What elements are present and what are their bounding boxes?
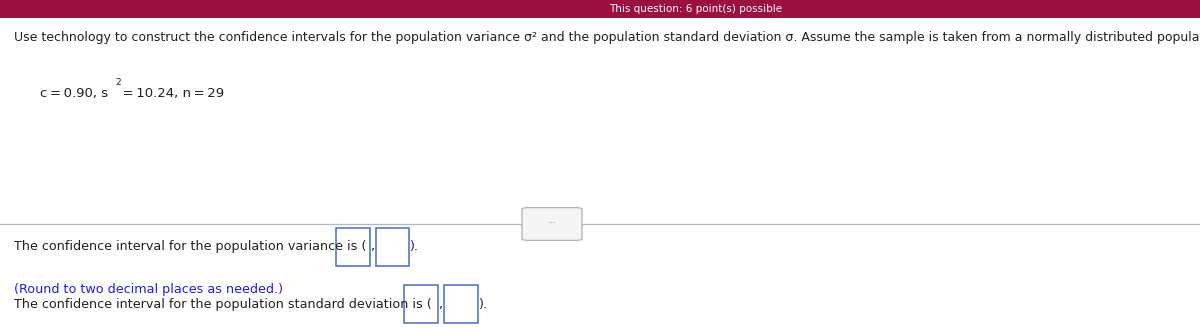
- FancyBboxPatch shape: [522, 208, 582, 240]
- Text: ···: ···: [548, 219, 556, 229]
- FancyBboxPatch shape: [376, 228, 409, 266]
- FancyBboxPatch shape: [336, 228, 370, 266]
- Text: ).: ).: [478, 298, 487, 311]
- Text: ,: ,: [370, 240, 373, 253]
- Text: The confidence interval for the population variance is (: The confidence interval for the populati…: [14, 240, 367, 253]
- FancyBboxPatch shape: [444, 285, 478, 323]
- Text: (Round to two decimal places as needed.): (Round to two decimal places as needed.): [14, 283, 283, 296]
- Text: Use technology to construct the confidence intervals for the population variance: Use technology to construct the confiden…: [14, 31, 1200, 44]
- Text: ,: ,: [438, 298, 442, 311]
- Text: c = 0.90, s: c = 0.90, s: [40, 87, 108, 100]
- Bar: [0, 0, 1200, 18]
- Text: 2: 2: [115, 78, 121, 88]
- Text: The confidence interval for the population standard deviation is (: The confidence interval for the populati…: [14, 298, 432, 311]
- Text: ).: ).: [409, 240, 419, 253]
- Text: = 10.24, n = 29: = 10.24, n = 29: [120, 87, 224, 100]
- Text: This question: 6 point(s) possible: This question: 6 point(s) possible: [610, 4, 782, 14]
- FancyBboxPatch shape: [404, 285, 438, 323]
